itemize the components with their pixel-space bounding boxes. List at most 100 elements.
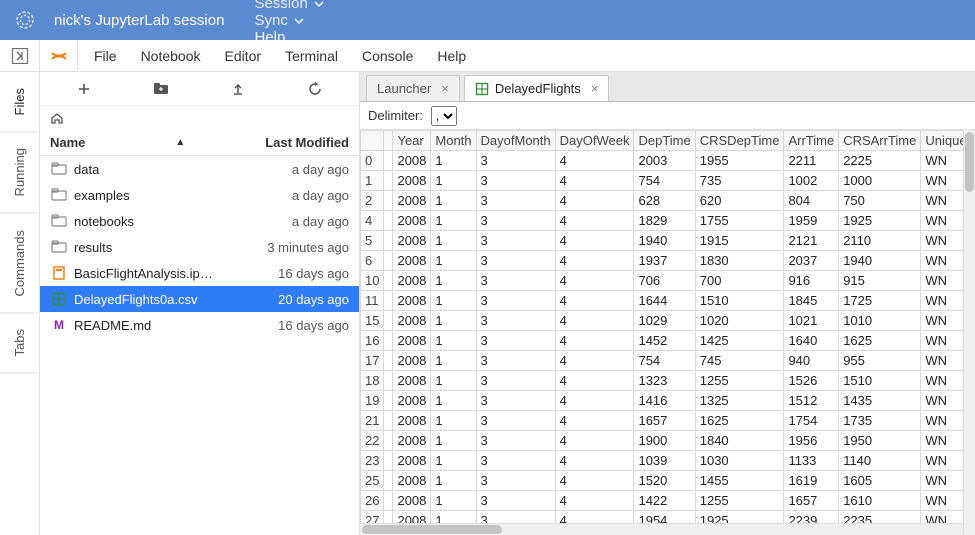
grid-cell[interactable]: 940: [784, 351, 839, 371]
grid-cell[interactable]: 1900: [634, 431, 695, 451]
close-tab-button[interactable]: ×: [441, 81, 449, 96]
grid-cell[interactable]: 1422: [634, 491, 695, 511]
grid-cell[interactable]: 4: [555, 471, 634, 491]
grid-row[interactable]: 2520081341520145516191605WN: [361, 471, 975, 491]
grid-cell[interactable]: 2037: [784, 251, 839, 271]
grid-row[interactable]: 22008134628620804750WN: [361, 191, 975, 211]
grid-cell[interactable]: 1955: [695, 151, 784, 171]
grid-cell[interactable]: 1455: [695, 471, 784, 491]
grid-cell[interactable]: 2008: [393, 231, 431, 251]
grid-row[interactable]: 2220081341900184019561950WN: [361, 431, 975, 451]
grid-cell[interactable]: 916: [784, 271, 839, 291]
grid-cell[interactable]: 3: [476, 311, 555, 331]
column-header[interactable]: DayOfWeek: [555, 131, 634, 151]
grid-cell[interactable]: 2008: [393, 371, 431, 391]
grid-cell[interactable]: 2008: [393, 291, 431, 311]
grid-row[interactable]: 420081341829175519591925WN: [361, 211, 975, 231]
grid-cell[interactable]: 1755: [695, 211, 784, 231]
grid-cell[interactable]: 1845: [784, 291, 839, 311]
grid-cell[interactable]: 804: [784, 191, 839, 211]
grid-cell[interactable]: 3: [476, 471, 555, 491]
file-item[interactable]: BasicFlightAnalysis.ip…16 days ago: [40, 260, 359, 286]
grid-cell[interactable]: 1010: [839, 311, 921, 331]
grid-cell[interactable]: 2008: [393, 491, 431, 511]
grid-cell[interactable]: 4: [555, 411, 634, 431]
grid-cell[interactable]: 955: [839, 351, 921, 371]
column-header[interactable]: CRSArrTime: [839, 131, 921, 151]
grid-cell[interactable]: 1029: [634, 311, 695, 331]
topbar-menu-sync[interactable]: Sync: [254, 12, 323, 29]
upload-button[interactable]: [200, 82, 277, 96]
grid-cell[interactable]: 1: [431, 451, 476, 471]
grid-cell[interactable]: 1619: [784, 471, 839, 491]
sidebar-tab-commands[interactable]: Commands: [0, 214, 39, 313]
grid-cell[interactable]: [384, 291, 393, 311]
grid-row[interactable]: 2120081341657162517541735WN: [361, 411, 975, 431]
grid-row[interactable]: 1620081341452142516401625WN: [361, 331, 975, 351]
grid-cell[interactable]: 1325: [695, 391, 784, 411]
grid-cell[interactable]: [384, 271, 393, 291]
grid-row[interactable]: 1820081341323125515261510WN: [361, 371, 975, 391]
grid-cell[interactable]: 700: [695, 271, 784, 291]
grid-cell[interactable]: 1725: [839, 291, 921, 311]
grid-cell[interactable]: 4: [555, 371, 634, 391]
grid-cell[interactable]: 4: [555, 391, 634, 411]
grid-cell[interactable]: 1526: [784, 371, 839, 391]
grid-cell[interactable]: 3: [476, 171, 555, 191]
column-header[interactable]: DayofMonth: [476, 131, 555, 151]
file-item[interactable]: MREADME.md16 days ago: [40, 312, 359, 338]
breadcrumb[interactable]: [40, 106, 359, 130]
grid-cell[interactable]: 4: [555, 431, 634, 451]
grid-cell[interactable]: 1520: [634, 471, 695, 491]
grid-row[interactable]: 102008134706700916915WN: [361, 271, 975, 291]
file-list-header[interactable]: Name▲ Last Modified: [40, 130, 359, 156]
grid-cell[interactable]: 3: [476, 291, 555, 311]
grid-cell[interactable]: 1512: [784, 391, 839, 411]
grid-cell[interactable]: 1416: [634, 391, 695, 411]
grid-cell[interactable]: [384, 171, 393, 191]
grid-cell[interactable]: 4: [555, 451, 634, 471]
file-item[interactable]: notebooksa day ago: [40, 208, 359, 234]
grid-cell[interactable]: 1255: [695, 371, 784, 391]
grid-cell[interactable]: 1956: [784, 431, 839, 451]
grid-cell[interactable]: 3: [476, 391, 555, 411]
grid-cell[interactable]: 1140: [839, 451, 921, 471]
grid-cell[interactable]: 4: [555, 311, 634, 331]
grid-cell[interactable]: 3: [476, 231, 555, 251]
delimiter-select[interactable]: ,: [431, 106, 457, 126]
grid-cell[interactable]: 745: [695, 351, 784, 371]
grid-cell[interactable]: [384, 351, 393, 371]
grid-cell[interactable]: 1657: [634, 411, 695, 431]
grid-cell[interactable]: 2008: [393, 311, 431, 331]
column-header[interactable]: Month: [431, 131, 476, 151]
column-header[interactable]: Year: [393, 131, 431, 151]
grid-cell[interactable]: 4: [555, 191, 634, 211]
grid-cell[interactable]: 1: [431, 471, 476, 491]
sidebar-tab-tabs[interactable]: Tabs: [0, 313, 39, 373]
grid-cell[interactable]: 1: [431, 291, 476, 311]
grid-cell[interactable]: 3: [476, 271, 555, 291]
grid-cell[interactable]: 4: [555, 211, 634, 231]
new-folder-button[interactable]: [123, 82, 200, 96]
grid-cell[interactable]: 915: [839, 271, 921, 291]
grid-cell[interactable]: 1: [431, 251, 476, 271]
grid-cell[interactable]: [384, 431, 393, 451]
grid-cell[interactable]: 1: [431, 191, 476, 211]
grid-cell[interactable]: 3: [476, 491, 555, 511]
grid-cell[interactable]: 3: [476, 351, 555, 371]
grid-row[interactable]: 620081341937183020371940WN: [361, 251, 975, 271]
grid-cell[interactable]: 2008: [393, 151, 431, 171]
grid-cell[interactable]: 2008: [393, 191, 431, 211]
grid-cell[interactable]: 1: [431, 151, 476, 171]
grid-cell[interactable]: 1735: [839, 411, 921, 431]
grid-cell[interactable]: [384, 371, 393, 391]
grid-cell[interactable]: 1: [431, 411, 476, 431]
grid-cell[interactable]: 1959: [784, 211, 839, 231]
menu-help[interactable]: Help: [425, 40, 478, 71]
grid-cell[interactable]: 1255: [695, 491, 784, 511]
grid-cell[interactable]: 1657: [784, 491, 839, 511]
csv-grid[interactable]: YearMonthDayofMonthDayOfWeekDepTimeCRSDe…: [360, 130, 975, 535]
grid-cell[interactable]: 4: [555, 231, 634, 251]
grid-cell[interactable]: 750: [839, 191, 921, 211]
grid-cell[interactable]: 2008: [393, 451, 431, 471]
